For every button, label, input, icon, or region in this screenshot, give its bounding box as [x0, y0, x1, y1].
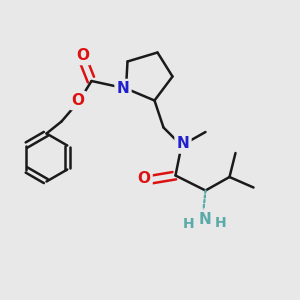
Text: O: O: [137, 171, 151, 186]
Text: H: H: [183, 217, 195, 230]
Text: H: H: [215, 216, 226, 230]
Text: N: N: [199, 212, 212, 226]
Text: N: N: [117, 81, 129, 96]
Text: O: O: [71, 93, 85, 108]
Text: N: N: [177, 136, 189, 152]
Text: O: O: [76, 48, 89, 63]
